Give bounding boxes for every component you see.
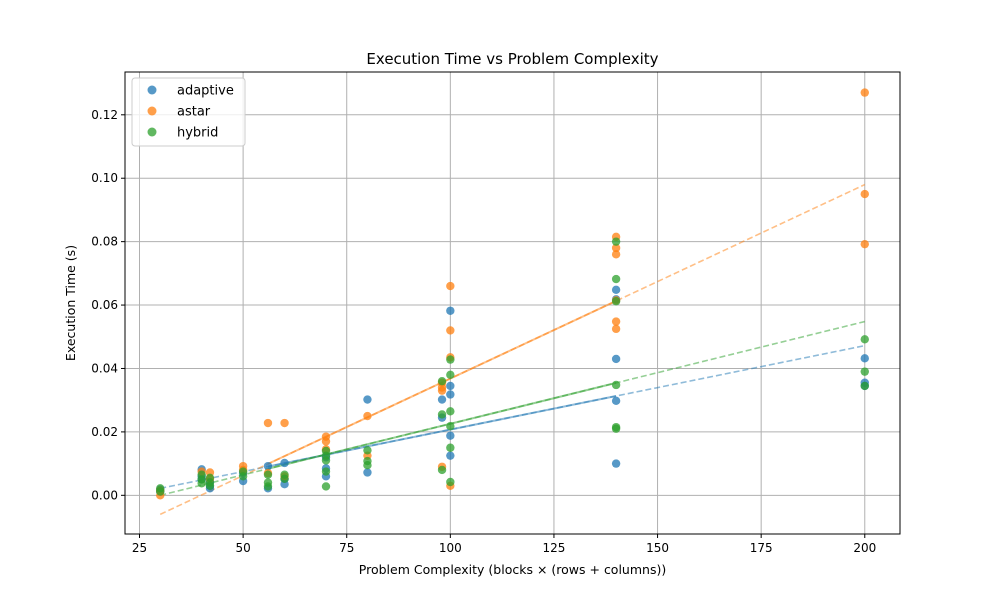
data-point-adaptive <box>446 381 455 391</box>
y-tick-label: 0.12 <box>91 108 118 122</box>
x-tick-label: 25 <box>132 541 147 555</box>
legend-marker-adaptive <box>147 85 157 95</box>
data-point-hybrid <box>611 297 621 306</box>
y-tick-label: 0.10 <box>91 171 118 185</box>
data-point-hybrid <box>156 487 165 496</box>
x-axis-label: Problem Complexity (blocks × (rows + col… <box>359 562 666 577</box>
data-point-astar <box>611 317 621 326</box>
data-point-adaptive <box>446 390 455 399</box>
x-tick-label: 75 <box>339 541 354 555</box>
data-point-astar <box>611 243 621 253</box>
data-point-hybrid <box>321 482 331 491</box>
chart-title: Execution Time vs Problem Complexity <box>366 50 658 68</box>
data-point-hybrid <box>446 477 455 487</box>
data-point-hybrid <box>363 460 372 470</box>
data-point-hybrid <box>860 335 869 344</box>
data-point-hybrid <box>611 380 621 390</box>
data-point-astar <box>860 239 869 249</box>
data-point-hybrid <box>437 376 447 386</box>
data-point-astar <box>446 281 455 291</box>
x-tick-label: 125 <box>542 541 565 555</box>
data-point-astar <box>611 250 621 259</box>
data-point-hybrid <box>363 446 372 455</box>
data-point-hybrid <box>611 274 621 284</box>
data-point-hybrid <box>197 479 206 488</box>
y-tick-label: 0.04 <box>91 361 118 375</box>
data-point-hybrid <box>446 355 455 364</box>
data-point-hybrid <box>446 421 455 431</box>
legend-marker-hybrid <box>147 127 157 137</box>
data-point-hybrid <box>238 472 248 481</box>
legend-box <box>131 77 246 147</box>
data-point-hybrid <box>611 424 621 433</box>
legend-label-astar: astar <box>177 105 211 120</box>
data-point-astar <box>363 411 372 421</box>
data-point-adaptive <box>611 354 621 364</box>
x-tick-label: 50 <box>235 541 250 555</box>
y-tick-label: 0.02 <box>91 425 118 439</box>
data-point-astar <box>611 324 621 334</box>
data-point-hybrid <box>860 367 869 376</box>
data-point-hybrid <box>205 481 215 491</box>
data-point-hybrid <box>321 456 331 465</box>
data-point-hybrid <box>611 237 621 246</box>
data-points <box>156 88 869 500</box>
data-point-adaptive <box>860 354 869 363</box>
legend-label-hybrid: hybrid <box>177 126 218 141</box>
x-tick-label: 200 <box>853 541 876 555</box>
data-point-hybrid <box>321 467 331 476</box>
y-axis-ticks: 0.00 0.02 0.04 0.06 0.08 0.10 0.12 <box>91 108 125 502</box>
data-point-adaptive <box>280 458 289 468</box>
data-point-hybrid <box>860 381 869 391</box>
data-point-hybrid <box>263 470 273 479</box>
data-point-adaptive <box>363 395 372 404</box>
data-point-astar <box>280 418 289 428</box>
data-point-adaptive <box>611 285 621 295</box>
data-point-hybrid <box>446 407 455 416</box>
data-point-adaptive <box>263 461 273 471</box>
data-point-astar <box>263 418 273 428</box>
data-point-hybrid <box>446 443 455 452</box>
data-point-adaptive <box>446 306 455 315</box>
x-axis-ticks: 25 50 75 100 125 150 175 200 <box>132 534 876 555</box>
data-point-astar <box>437 386 447 395</box>
y-tick-label: 0.08 <box>91 235 118 249</box>
data-point-hybrid <box>263 482 273 491</box>
data-point-adaptive <box>446 431 455 440</box>
data-point-astar <box>446 326 455 335</box>
y-tick-label: 0.06 <box>91 298 118 312</box>
data-point-adaptive <box>446 451 455 460</box>
data-point-adaptive <box>363 468 372 477</box>
data-point-hybrid <box>437 410 447 419</box>
data-point-adaptive <box>611 459 621 468</box>
data-point-astar <box>321 437 331 446</box>
data-point-hybrid <box>437 465 447 475</box>
legend: adaptive astar hybrid <box>131 77 246 147</box>
legend-label-adaptive: adaptive <box>177 84 234 99</box>
data-point-astar <box>860 88 869 97</box>
data-point-hybrid <box>446 370 455 380</box>
plot-frame <box>124 71 901 535</box>
data-point-hybrid <box>280 474 289 484</box>
data-point-adaptive <box>437 395 447 404</box>
y-tick-label: 0.00 <box>91 488 118 502</box>
data-point-astar <box>860 189 869 199</box>
data-point-adaptive <box>611 396 621 406</box>
y-axis-label: Execution Time (s) <box>63 245 78 361</box>
x-tick-label: 100 <box>439 541 462 555</box>
grid-lines <box>125 72 900 534</box>
x-tick-label: 175 <box>750 541 773 555</box>
x-tick-label: 150 <box>646 541 669 555</box>
legend-marker-astar <box>147 106 157 116</box>
